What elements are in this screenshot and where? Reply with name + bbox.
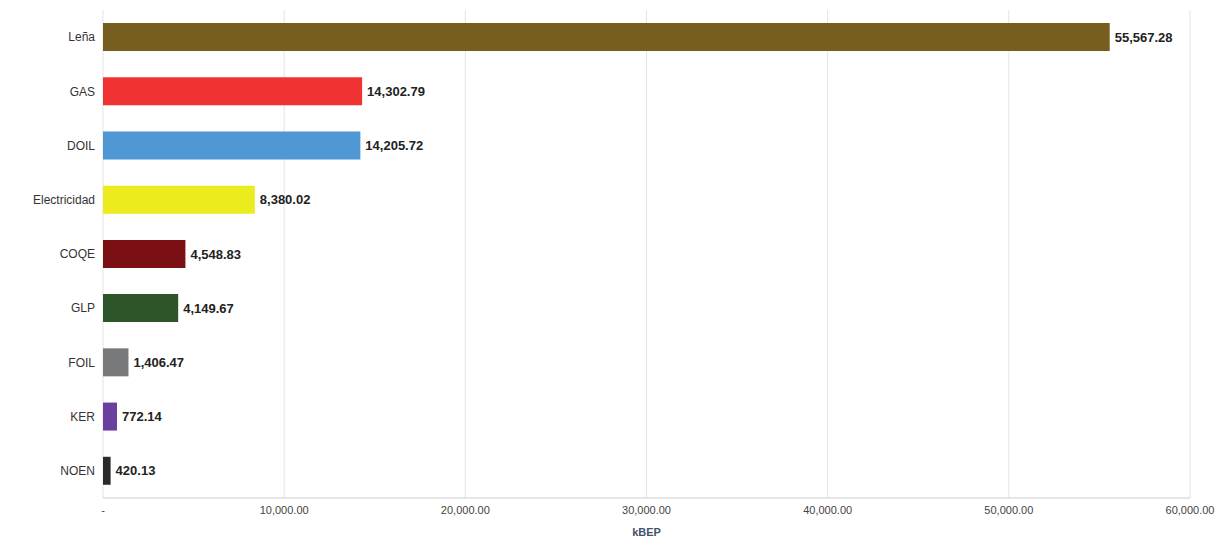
svg-text:NOEN: NOEN: [60, 464, 95, 478]
svg-text:COQE: COQE: [60, 247, 95, 261]
svg-text:40,000.00: 40,000.00: [803, 504, 852, 516]
svg-text:1,406.47: 1,406.47: [133, 355, 184, 370]
svg-text:4,149.67: 4,149.67: [183, 301, 234, 316]
svg-text:GLP: GLP: [71, 301, 95, 315]
svg-text:GAS: GAS: [70, 85, 95, 99]
svg-text:KER: KER: [70, 410, 95, 424]
svg-text:420.13: 420.13: [116, 463, 156, 478]
svg-text:50,000.00: 50,000.00: [984, 504, 1033, 516]
svg-text:kBEP: kBEP: [632, 526, 661, 538]
svg-text:14,302.79: 14,302.79: [367, 84, 425, 99]
svg-text:-: -: [101, 504, 105, 516]
svg-text:FOIL: FOIL: [68, 356, 95, 370]
svg-text:30,000.00: 30,000.00: [622, 504, 671, 516]
svg-text:DOIL: DOIL: [67, 139, 95, 153]
svg-text:Leña: Leña: [68, 30, 95, 44]
svg-text:20,000.00: 20,000.00: [441, 504, 490, 516]
svg-text:14,205.72: 14,205.72: [365, 138, 423, 153]
svg-text:60,000.00: 60,000.00: [1166, 504, 1215, 516]
svg-text:55,567.28: 55,567.28: [1115, 30, 1173, 45]
svg-text:10,000.00: 10,000.00: [260, 504, 309, 516]
svg-text:4,548.83: 4,548.83: [190, 247, 241, 262]
svg-text:8,380.02: 8,380.02: [260, 192, 311, 207]
svg-text:Electricidad: Electricidad: [33, 193, 95, 207]
svg-text:772.14: 772.14: [122, 409, 163, 424]
